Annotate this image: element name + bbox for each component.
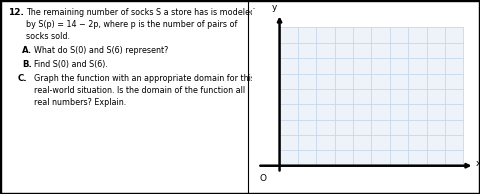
Text: y: y bbox=[271, 3, 277, 12]
Text: Graph the function with an appropriate domain for this: Graph the function with an appropriate d… bbox=[34, 74, 255, 83]
Text: x: x bbox=[475, 159, 480, 168]
Text: Find S(0) and S(6).: Find S(0) and S(6). bbox=[34, 60, 108, 69]
Bar bbox=[279, 27, 463, 166]
Text: socks sold.: socks sold. bbox=[26, 32, 70, 41]
Text: O: O bbox=[259, 174, 266, 183]
Text: real-world situation. Is the domain of the function all: real-world situation. Is the domain of t… bbox=[34, 86, 245, 95]
Text: A.: A. bbox=[22, 46, 32, 55]
Text: real numbers? Explain.: real numbers? Explain. bbox=[34, 98, 126, 107]
Text: 12.: 12. bbox=[8, 8, 24, 17]
Text: What do S(0) and S(6) represent?: What do S(0) and S(6) represent? bbox=[34, 46, 168, 55]
Text: The remaining number of socks S a store has is modeled: The remaining number of socks S a store … bbox=[26, 8, 255, 17]
Text: by S(p) = 14 − 2p, where p is the number of pairs of: by S(p) = 14 − 2p, where p is the number… bbox=[26, 20, 238, 29]
Text: C.: C. bbox=[18, 74, 28, 83]
Text: B.: B. bbox=[22, 60, 32, 69]
